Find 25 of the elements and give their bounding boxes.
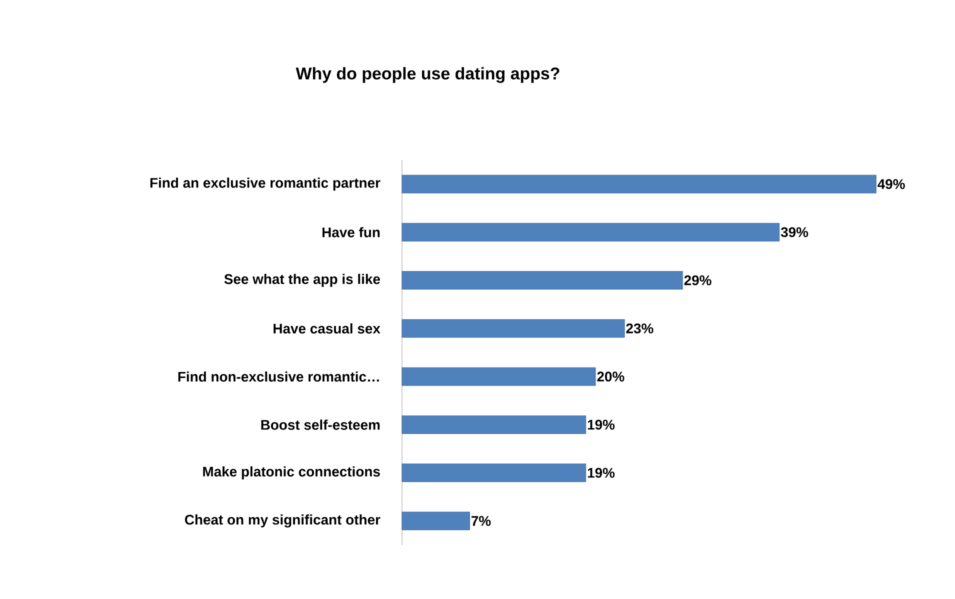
y-tick-label: Make platonic connections [203, 466, 380, 480]
y-tick-label: Boost self-esteem [261, 420, 380, 430]
data-label: 23% [626, 323, 654, 334]
data-label: 49% [878, 179, 905, 190]
bar [402, 415, 586, 434]
y-tick-label: Find an exclusive romantic partner [150, 178, 380, 191]
bar [402, 367, 596, 386]
data-label: 19% [588, 468, 615, 478]
y-tick-label: Have casual sex [274, 323, 380, 334]
y-tick-label: Have fun [322, 227, 380, 238]
data-label: 29% [684, 275, 712, 286]
bar [402, 464, 586, 482]
bar [402, 319, 625, 338]
chart-title: Why do people use dating apps? [296, 67, 560, 83]
bar [402, 222, 780, 242]
data-label: 7% [472, 516, 491, 526]
y-tick-label: Find non-exclusive romantic… [178, 371, 379, 382]
data-label: 39% [780, 227, 808, 238]
bar [402, 271, 683, 290]
y-tick-label: See what the app is like [224, 274, 380, 287]
y-tick-label: Cheat on my significant other [184, 514, 380, 528]
data-label: 19% [588, 420, 615, 430]
data-label: 20% [597, 372, 624, 382]
bar [402, 512, 470, 530]
bar [402, 174, 876, 194]
